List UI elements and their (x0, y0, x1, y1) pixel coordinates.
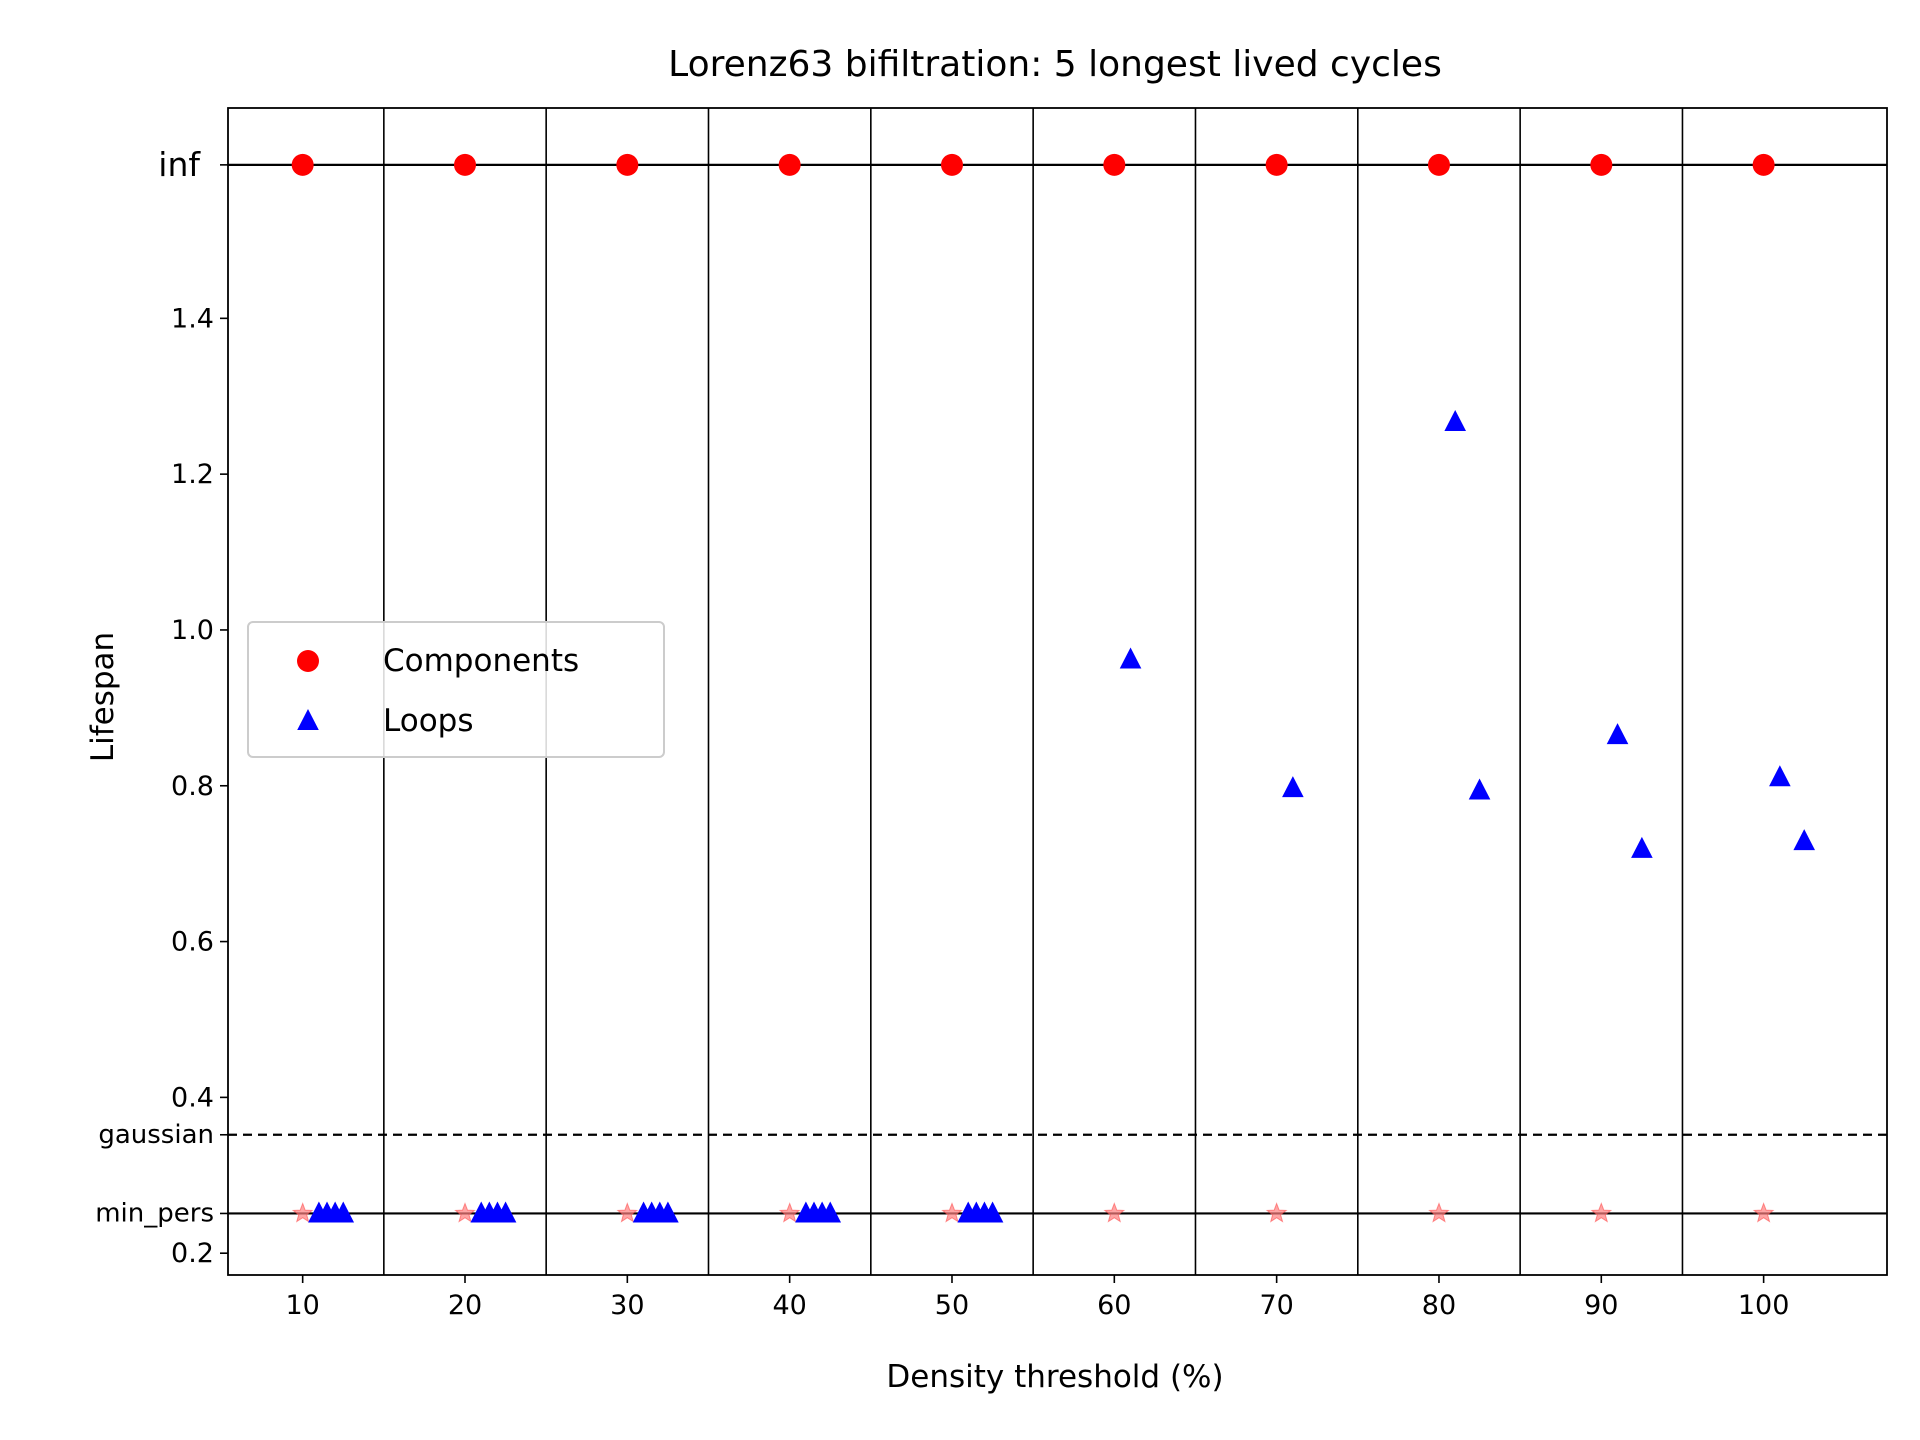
x-axis-label: Density threshold (%) (886, 1359, 1223, 1395)
min-pers-star-point (1428, 1202, 1450, 1223)
loop-point (1468, 778, 1491, 800)
x-tick-label: 50 (935, 1290, 969, 1321)
min-pers-star-point (454, 1202, 476, 1223)
loop-point (1282, 776, 1304, 798)
min-pers-star-point (1265, 1202, 1288, 1223)
min-pers-star-point (1752, 1202, 1775, 1223)
min-pers-star-point (616, 1202, 639, 1223)
gaussian-label: gaussian (98, 1120, 214, 1150)
plot-frame (227, 107, 1888, 1276)
component-point (1265, 153, 1288, 176)
min-pers-star-point (1590, 1202, 1613, 1223)
loop-point (332, 1201, 355, 1223)
x-tick-label: 70 (1259, 1290, 1293, 1321)
y-tick-label: 0.8 (171, 771, 214, 802)
loop-point (1631, 836, 1653, 858)
y-tick-label: 1.4 (171, 303, 214, 334)
legend: Components Loops (247, 621, 665, 758)
y-axis-label: Lifespan (85, 632, 121, 762)
legend-loops-marker (297, 709, 319, 730)
y-tick-label: 1.0 (171, 615, 214, 646)
component-point (1427, 153, 1450, 176)
component-point (454, 153, 476, 176)
component-point (1590, 153, 1613, 176)
y-tick-label: 0.4 (171, 1082, 214, 1113)
x-tick-label: 60 (1097, 1290, 1131, 1321)
component-point (291, 153, 314, 176)
chart-title: Lorenz63 bifiltration: 5 longest lived c… (668, 44, 1442, 85)
component-point (616, 153, 639, 176)
legend-components-marker (297, 650, 319, 672)
x-tick-label: 20 (448, 1290, 482, 1321)
min-pers-star-point (778, 1202, 801, 1223)
inf-label: inf (158, 145, 201, 184)
legend-loops-label: Loops (383, 703, 474, 739)
min-pers-star-point (291, 1202, 314, 1223)
loop-point (1606, 723, 1629, 745)
legend-box (247, 621, 665, 758)
y-tick-label: 0.2 (171, 1238, 214, 1269)
component-point (1103, 153, 1126, 176)
loop-point (1444, 409, 1467, 431)
loop-point (819, 1201, 842, 1223)
min_pers-label: min_pers (95, 1198, 214, 1228)
loop-point (1769, 765, 1791, 787)
x-tick-label: 100 (1738, 1290, 1790, 1321)
loop-point (981, 1201, 1004, 1223)
x-tick-label: 80 (1422, 1290, 1456, 1321)
loop-point (657, 1201, 679, 1223)
x-tick-label: 40 (772, 1290, 806, 1321)
loop-point (1119, 647, 1142, 669)
min-pers-star-point (941, 1202, 963, 1223)
plot-area: 0.2 0.4 0.6 0.8 1.0 1.2 1.4 inf gaussian min_pers… (95, 107, 1888, 1321)
y-tick-label: 0.6 (171, 927, 214, 958)
y-tick-label: 1.2 (171, 459, 214, 490)
loop-point (494, 1201, 517, 1223)
legend-components-label: Components (383, 643, 579, 679)
loop-point (1793, 829, 1816, 851)
min-pers-star-point (1103, 1202, 1126, 1223)
x-tick-label: 30 (610, 1290, 644, 1321)
x-tick-label: 90 (1584, 1290, 1618, 1321)
component-point (940, 153, 963, 176)
component-point (778, 153, 801, 176)
component-point (1752, 153, 1775, 176)
x-tick-label: 10 (285, 1290, 319, 1321)
